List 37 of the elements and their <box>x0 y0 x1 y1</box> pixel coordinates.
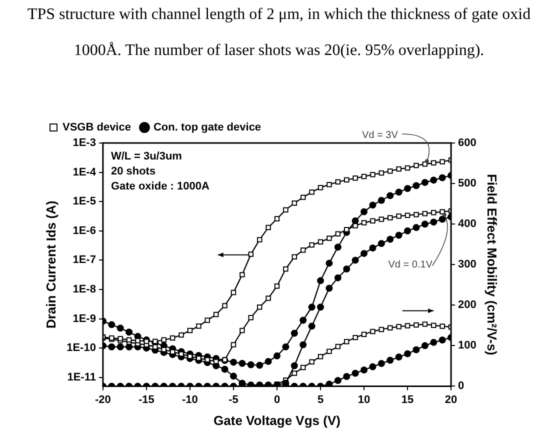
annotation: Vd = 0.1V <box>388 260 433 271</box>
y-tick-label: 1E-10 <box>66 342 96 354</box>
legend-label: VSGB device <box>62 122 131 134</box>
y2-tick-label: 0 <box>458 380 464 392</box>
y-tick-label: 1E-8 <box>72 284 96 296</box>
y2-tick-label: 100 <box>458 340 476 352</box>
x-tick-label: 10 <box>358 394 370 406</box>
annotation: W/L = 3u/3um <box>110 150 182 163</box>
x-tick-label: -20 <box>95 394 111 406</box>
y-tick-label: 1E-11 <box>67 371 96 384</box>
y-tick-label: 1E-9 <box>72 312 96 325</box>
x-axis-title: Gate Voltage Vgs (V) <box>214 412 340 428</box>
y-tick-label: 1E-4 <box>72 166 97 178</box>
y-tick-label: 1E-5 <box>72 196 96 208</box>
annotation: 20 shots <box>110 166 156 178</box>
x-tick-label: -5 <box>228 394 238 406</box>
annotation: Vd = 3V <box>362 130 398 141</box>
x-tick-label: 15 <box>401 394 414 406</box>
y2-tick-label: 600 <box>458 137 476 150</box>
y-axis-title: Drain Current Ids (A) <box>43 200 58 329</box>
y2-tick-label: 400 <box>458 218 476 230</box>
y-tick-label: 1E-6 <box>72 224 96 237</box>
chart-subtitle: 1000Å. The number of laser shots was 20(ie. 95% overlapping). <box>72 42 486 60</box>
y2-axis-title: Field Effect Mobility (cm²/V-s) <box>484 174 500 356</box>
y2-tick-label: 500 <box>458 178 476 190</box>
legend-label: Con. top gate device <box>153 122 262 134</box>
x-tick-label: -15 <box>138 394 154 406</box>
x-tick-label: 0 <box>274 394 280 406</box>
x-tick-label: -10 <box>182 394 198 406</box>
annotation: Gate oxide : 1000A <box>110 180 210 193</box>
chart-title: TPS structure with channel length of 2 μm, in which the thickness of gate oxid <box>26 6 532 24</box>
y2-tick-label: 300 <box>458 258 476 271</box>
y2-tick-label: 200 <box>458 299 476 312</box>
y-tick-label: 1E-7 <box>72 254 96 266</box>
y-tick-label: 1E-3 <box>72 137 96 150</box>
x-tick-label: 5 <box>317 394 324 406</box>
x-tick-label: 20 <box>444 394 458 406</box>
